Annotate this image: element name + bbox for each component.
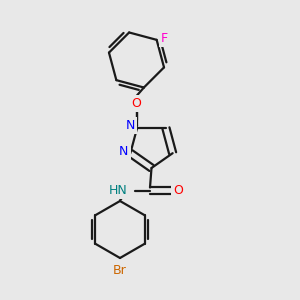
Text: F: F xyxy=(161,32,168,45)
Text: N: N xyxy=(119,145,128,158)
Text: O: O xyxy=(132,97,141,110)
Text: Br: Br xyxy=(113,264,127,277)
Text: O: O xyxy=(173,184,183,197)
Text: N: N xyxy=(126,119,135,132)
Text: HN: HN xyxy=(109,184,128,197)
